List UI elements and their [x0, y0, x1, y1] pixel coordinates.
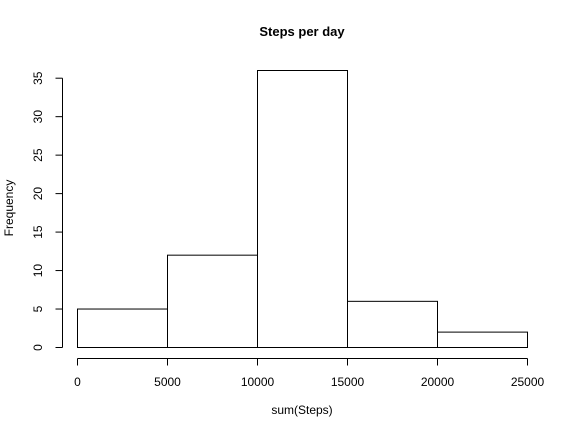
chart-title: Steps per day — [259, 24, 345, 39]
histogram-bar-3 — [347, 300, 438, 349]
y-tick-label-2: 10 — [31, 264, 45, 278]
histogram-bars — [77, 70, 528, 349]
x-tick-label-2: 10000 — [241, 375, 275, 389]
histogram-bar-1 — [167, 254, 258, 349]
histogram-bar-2 — [257, 70, 348, 348]
x-tick-label-5: 25000 — [511, 375, 545, 389]
x-axis-label: sum(Steps) — [271, 403, 332, 417]
x-tick-label-3: 15000 — [331, 375, 365, 389]
histogram-bar-4 — [437, 331, 528, 349]
histogram-bar-0 — [77, 308, 168, 348]
y-tick-label-7: 35 — [31, 71, 45, 85]
y-tick-label-3: 15 — [31, 225, 45, 239]
x-axis: 0 5000 10000 15000 20000 25000 — [74, 358, 545, 389]
y-tick-label-0: 0 — [31, 344, 45, 351]
y-tick-label-1: 5 — [31, 305, 45, 312]
y-axis: 0 5 10 15 20 25 30 35 — [31, 71, 63, 351]
y-tick-label-5: 25 — [31, 148, 45, 162]
x-tick-label-4: 20000 — [421, 375, 455, 389]
x-tick-label-0: 0 — [74, 375, 81, 389]
y-tick-label-6: 30 — [31, 110, 45, 124]
y-axis-label: Frequency — [2, 180, 16, 237]
y-tick-label-4: 20 — [31, 187, 45, 201]
x-tick-label-1: 5000 — [154, 375, 181, 389]
